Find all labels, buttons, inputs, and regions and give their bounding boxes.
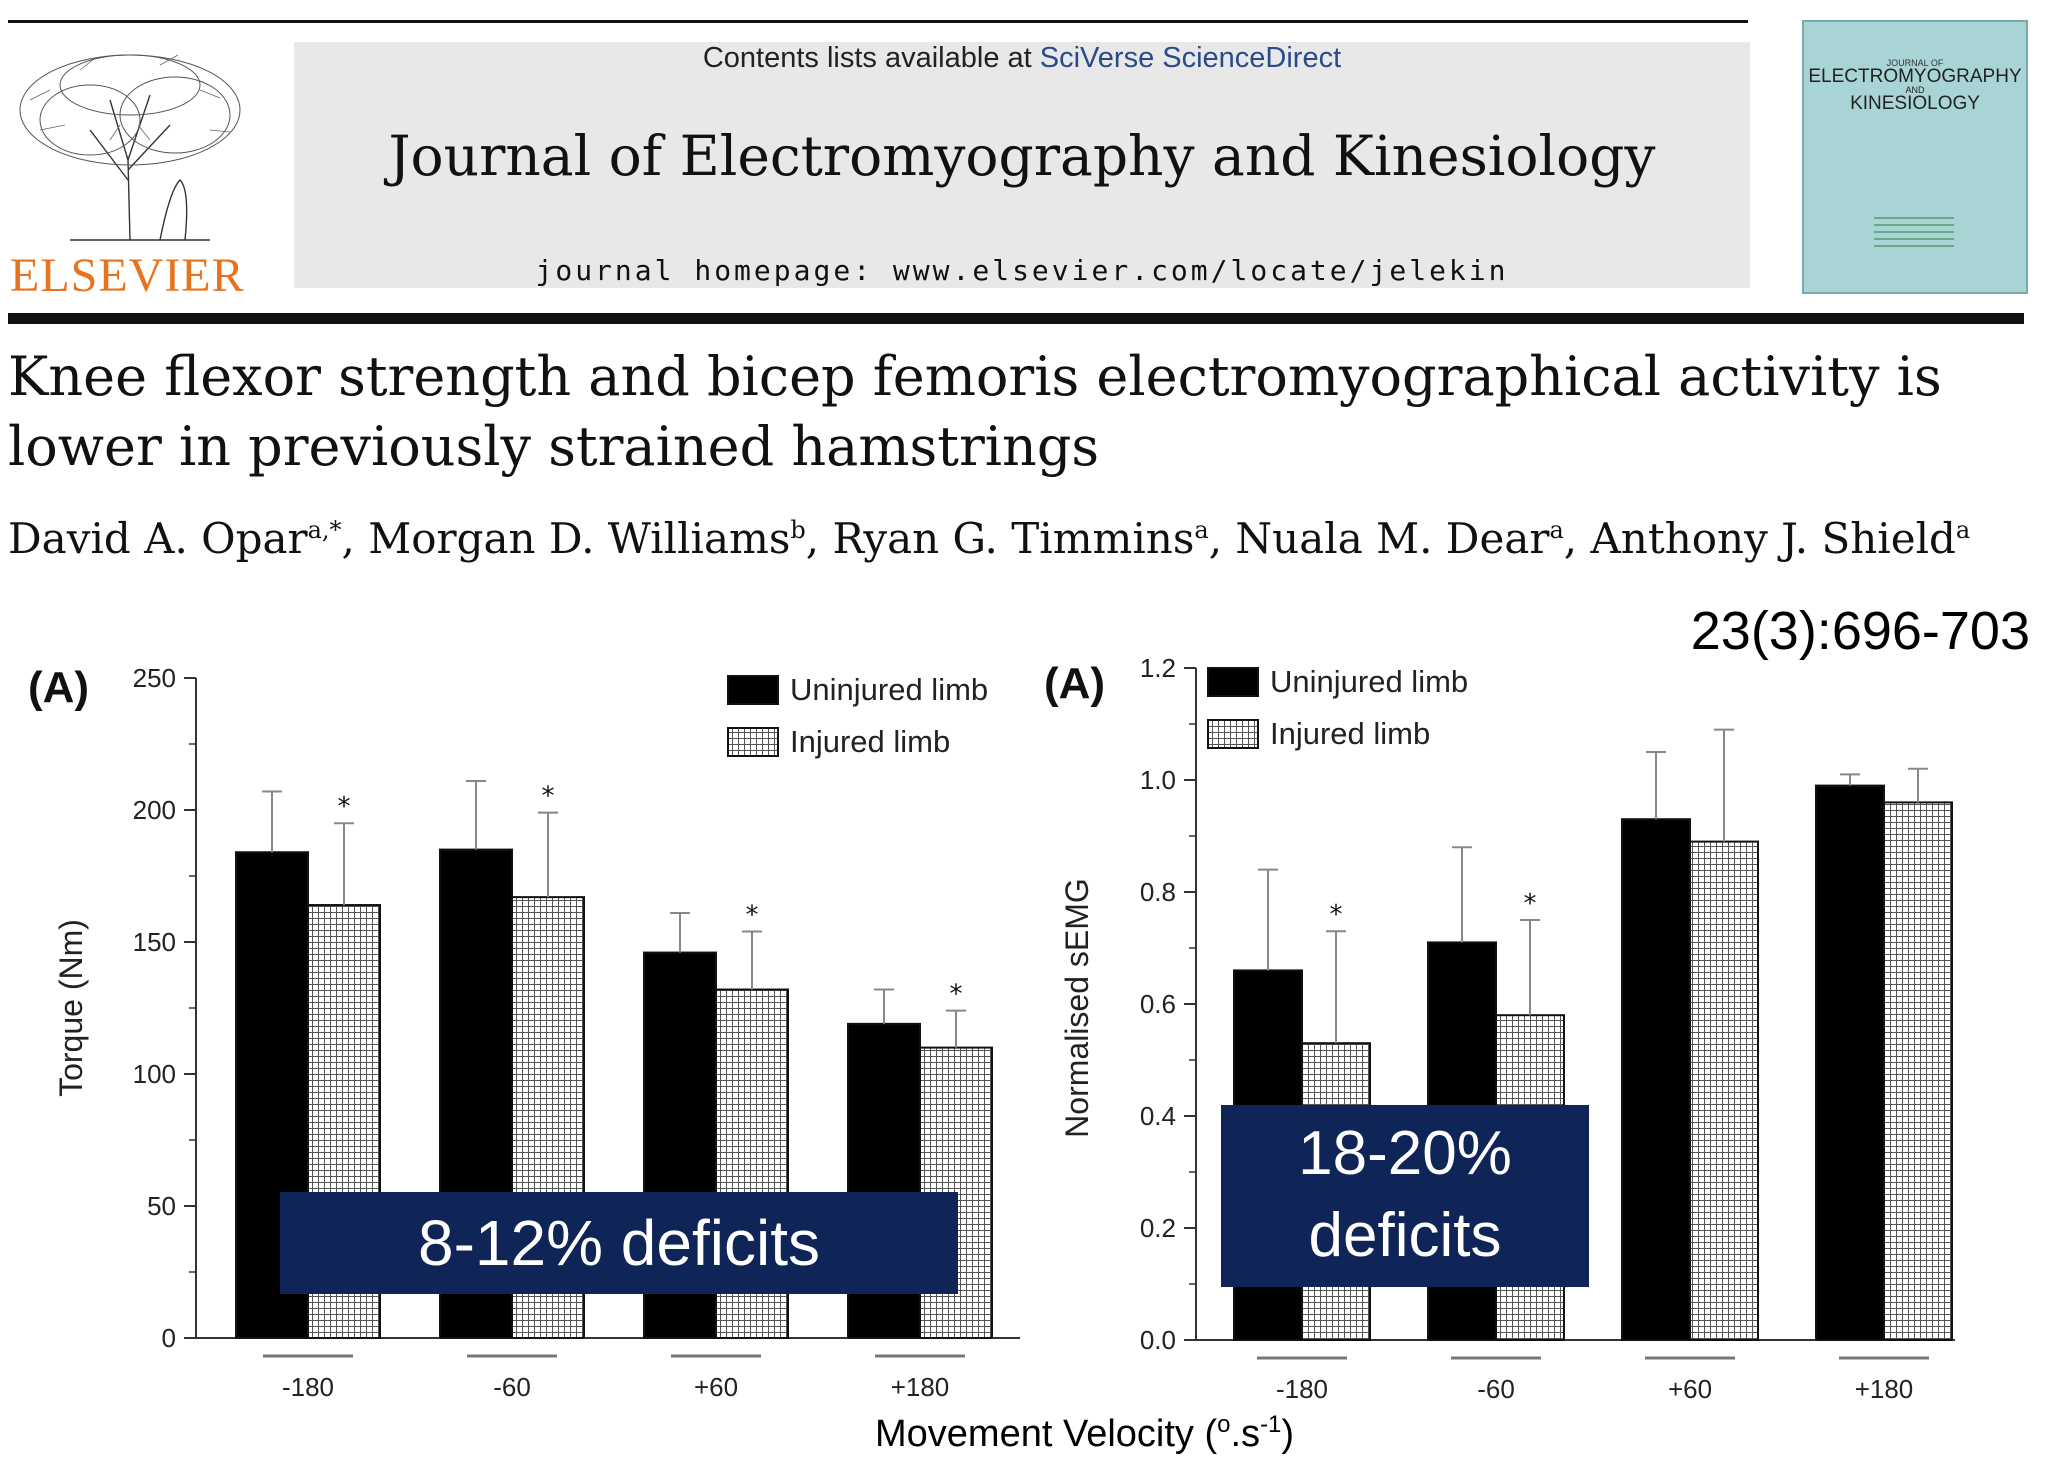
header-rule bbox=[8, 313, 2024, 324]
y-tick-label: 1.2 bbox=[1140, 653, 1176, 683]
author-affiliation: a,* bbox=[307, 516, 342, 544]
deficit-callout-torque: 8-12% deficits bbox=[280, 1192, 958, 1294]
bar-injured bbox=[1883, 801, 1953, 1341]
journal-homepage[interactable]: journal homepage: www.elsevier.com/locat… bbox=[535, 254, 1509, 287]
contents-prefix: Contents lists available at bbox=[702, 42, 1040, 74]
significance-marker: * bbox=[542, 782, 555, 812]
author-name[interactable]: Nuala M. Dear bbox=[1235, 514, 1550, 563]
y-axis-label: Normalised sEMG bbox=[1059, 878, 1095, 1138]
y-tick-label: 0.0 bbox=[1140, 1325, 1176, 1355]
panel-label: (A) bbox=[28, 663, 89, 712]
x-tick-label: +180 bbox=[1855, 1374, 1914, 1404]
y-tick-label: 250 bbox=[133, 663, 176, 693]
significance-marker: * bbox=[950, 980, 963, 1010]
cover-title-line2: KINESIOLOGY bbox=[1850, 93, 1980, 114]
x-tick-label: +60 bbox=[1668, 1374, 1712, 1404]
y-tick-label: 0.2 bbox=[1140, 1213, 1176, 1243]
x-tick-label: +60 bbox=[694, 1372, 738, 1402]
legend-swatch bbox=[727, 727, 779, 757]
author-affiliation: a bbox=[1549, 516, 1564, 544]
y-tick-label: 200 bbox=[133, 795, 176, 825]
author-name[interactable]: Ryan G. Timmins bbox=[832, 514, 1195, 563]
author-name[interactable]: Morgan D. Williams bbox=[368, 514, 791, 563]
y-tick-label: 150 bbox=[133, 927, 176, 957]
x-tick-label: -180 bbox=[1276, 1374, 1328, 1404]
significance-marker: * bbox=[1330, 900, 1343, 930]
elsevier-tree-logo bbox=[10, 40, 250, 300]
figure-charts: (A) 0 50 100 150 200 250 Torque (Nm) * -180 * -60 * +… bbox=[28, 653, 1955, 1455]
journal-banner bbox=[294, 42, 1750, 288]
elsevier-wordmark: ELSEVIER bbox=[10, 249, 245, 302]
cover-title-line1: ELECTROMYOGRAPHY bbox=[1808, 66, 2022, 87]
y-tick-label: 0.8 bbox=[1140, 877, 1176, 907]
y-tick-label: 1.0 bbox=[1140, 765, 1176, 795]
significance-marker: * bbox=[1524, 889, 1537, 919]
deficit-callout-line2: deficits bbox=[1308, 1201, 1502, 1270]
citation: 23(3):696-703 bbox=[1690, 601, 2030, 661]
legend-label: Injured limb bbox=[790, 724, 950, 759]
top-rule bbox=[8, 20, 1748, 23]
author-list: David A. Opara,*, Morgan D. Williamsb, R… bbox=[8, 514, 1971, 563]
x-tick-label: -180 bbox=[282, 1372, 334, 1402]
x-tick-label: -60 bbox=[493, 1372, 531, 1402]
legend-swatch bbox=[1207, 667, 1259, 697]
legend-label: Uninjured limb bbox=[1270, 664, 1468, 699]
author-affiliation: a bbox=[1194, 516, 1209, 544]
semg-chart: (A) 0.0 0.2 0.4 0.6 0.8 1.0 1.2 Normalised sEMG *… bbox=[1044, 653, 1955, 1404]
y-tick-label: 0.6 bbox=[1140, 989, 1176, 1019]
deficit-callout-semg: 18-20% deficits bbox=[1221, 1105, 1589, 1287]
panel-label: (A) bbox=[1044, 659, 1105, 708]
bar-injured bbox=[1689, 840, 1759, 1341]
y-tick-label: 0.4 bbox=[1140, 1101, 1176, 1131]
cover-text-lines bbox=[1874, 212, 1954, 252]
sciencedirect-link[interactable]: SciVerse ScienceDirect bbox=[1039, 42, 1342, 74]
x-tick-label: -60 bbox=[1477, 1374, 1515, 1404]
y-tick-label: 0 bbox=[162, 1323, 176, 1353]
x-tick-label: +180 bbox=[891, 1372, 950, 1402]
journal-cover: JOURNAL OF ELECTROMYOGRAPHY AND KINESIOL… bbox=[1802, 20, 2028, 294]
deficit-callout-line1: 18-20% bbox=[1298, 1119, 1512, 1188]
significance-marker: * bbox=[746, 900, 759, 930]
author-affiliation: b bbox=[790, 516, 806, 544]
contents-line: Contents lists available at SciVerse Sci… bbox=[294, 42, 1750, 75]
legend-swatch bbox=[727, 675, 779, 705]
legend-swatch bbox=[1207, 719, 1259, 749]
author-name[interactable]: David A. Opar bbox=[8, 514, 308, 563]
legend-label: Injured limb bbox=[1270, 716, 1430, 751]
y-tick-label: 50 bbox=[147, 1191, 176, 1221]
cover-title: ELECTROMYOGRAPHY AND KINESIOLOGY bbox=[1804, 66, 2026, 114]
bar-uninjured bbox=[1621, 818, 1691, 1341]
cover-title-and: AND bbox=[1905, 85, 1925, 95]
bar-uninjured bbox=[1815, 784, 1885, 1341]
significance-marker: * bbox=[338, 792, 351, 822]
legend-label: Uninjured limb bbox=[790, 672, 988, 707]
x-axis-title: Movement Velocity (o.s-1) bbox=[875, 1411, 1294, 1455]
torque-chart: (A) 0 50 100 150 200 250 Torque (Nm) * -180 * -60 * +… bbox=[28, 663, 1020, 1402]
author-affiliation: a bbox=[1955, 516, 1971, 544]
author-name[interactable]: Anthony J. Shield bbox=[1590, 514, 1956, 563]
y-axis-label: Torque (Nm) bbox=[53, 919, 89, 1097]
journal-title: Journal of Electromyography and Kinesiol… bbox=[388, 124, 1656, 188]
cover-small-text: JOURNAL OF bbox=[1886, 58, 1944, 68]
y-tick-label: 100 bbox=[133, 1059, 176, 1089]
article-title: Knee flexor strength and bicep femoris e… bbox=[8, 345, 1942, 478]
